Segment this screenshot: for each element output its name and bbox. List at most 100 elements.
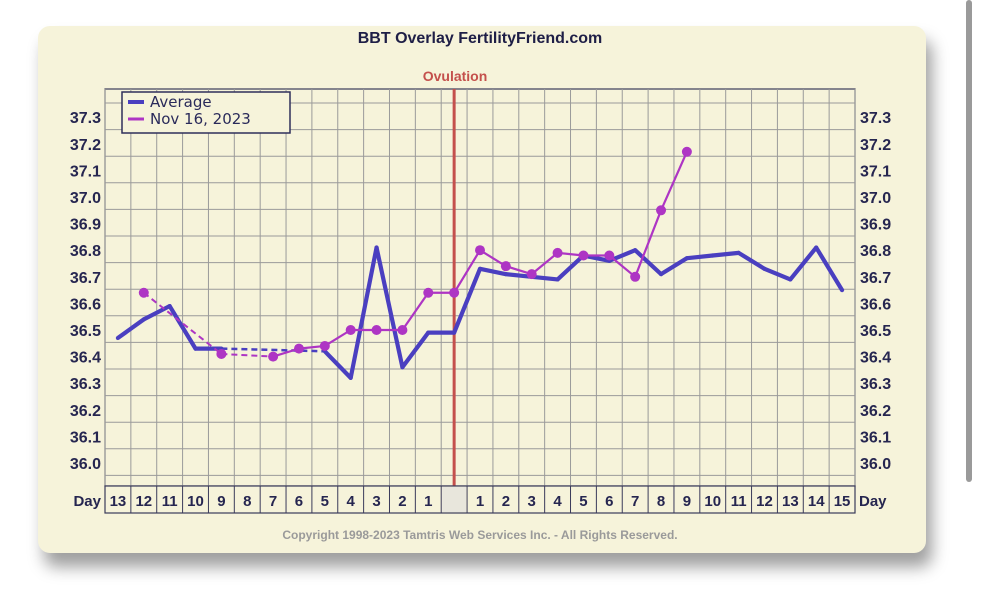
y-tick-label: 36.9 bbox=[70, 217, 101, 234]
series-gap-segment bbox=[143, 291, 222, 355]
x-tick-label: 7 bbox=[631, 493, 639, 510]
y-tick-label-right: 36.5 bbox=[860, 323, 891, 340]
x-tick-label: 3 bbox=[372, 493, 380, 510]
plot-area bbox=[104, 88, 856, 487]
x-tick-label: 12 bbox=[756, 493, 773, 510]
series-line-segment bbox=[374, 245, 405, 370]
x-tick-label: 10 bbox=[704, 493, 721, 510]
series-line-segment bbox=[452, 266, 483, 335]
series-line-segment bbox=[659, 150, 688, 212]
y-tick-label-right: 36.2 bbox=[860, 403, 891, 420]
x-tick-label: 2 bbox=[502, 493, 510, 510]
x-tick-label: 1 bbox=[424, 493, 432, 510]
series-line-segment bbox=[322, 349, 353, 380]
y-tick-label-right: 37.1 bbox=[860, 163, 891, 180]
legend-label: Nov 16, 2023 bbox=[150, 110, 251, 128]
data-point bbox=[449, 287, 460, 298]
series-line-segment bbox=[115, 317, 146, 341]
y-tick-label: 36.6 bbox=[70, 296, 101, 313]
y-tick-label: 36.8 bbox=[70, 243, 101, 260]
y-tick-label-right: 36.0 bbox=[860, 456, 891, 473]
data-point bbox=[319, 340, 330, 351]
series-line-segment bbox=[141, 303, 172, 322]
legend-label: Average bbox=[150, 93, 212, 111]
chart-title: BBT Overlay FertilityFriend.com bbox=[358, 30, 603, 47]
y-tick-label: 37.0 bbox=[70, 190, 101, 207]
x-axis: 13 12 11 10 9 8 7 6 5 4 3 2 1 1 2 3 4 5 6 7 8 9 10 11 12 13 14 15Da… bbox=[73, 485, 887, 514]
data-point bbox=[423, 287, 434, 298]
y-tick-label-right: 37.2 bbox=[860, 137, 891, 154]
y-tick-label: 36.0 bbox=[70, 456, 101, 473]
data-point bbox=[475, 245, 485, 256]
data-point bbox=[345, 325, 356, 335]
x-tick-label: 8 bbox=[243, 493, 251, 510]
data-point bbox=[578, 250, 589, 261]
series-line-segment bbox=[400, 330, 431, 370]
series-line-segment bbox=[684, 253, 715, 261]
x-tick-label: 6 bbox=[295, 493, 303, 510]
x-tick-label: 12 bbox=[135, 493, 152, 510]
x-tick-label: 5 bbox=[321, 493, 329, 510]
series-line-segment bbox=[608, 254, 637, 278]
series-line-segment bbox=[477, 266, 508, 277]
series-line-segment bbox=[478, 249, 507, 268]
x-tick-label: 13 bbox=[110, 493, 127, 510]
data-point bbox=[681, 146, 692, 157]
series-gap-segment bbox=[221, 347, 325, 353]
data-point bbox=[656, 205, 667, 216]
x-tick-label: 9 bbox=[683, 493, 691, 510]
series-line-segment bbox=[555, 253, 586, 282]
x-tick-label: 6 bbox=[605, 493, 613, 510]
y-tick-label-right: 36.3 bbox=[860, 376, 891, 393]
ovulation-label: Ovulation bbox=[423, 68, 488, 84]
y-tick-label: 37.1 bbox=[70, 163, 101, 180]
x-tick-label: 13 bbox=[782, 493, 799, 510]
data-point bbox=[293, 343, 304, 354]
series-line-segment bbox=[530, 251, 559, 276]
series-line-segment bbox=[788, 245, 819, 282]
series-line-segment bbox=[762, 266, 793, 282]
y-tick-label-right: 37.0 bbox=[860, 190, 891, 207]
grid-lines bbox=[104, 89, 856, 486]
y-tick-label-right: 36.8 bbox=[860, 243, 891, 260]
data-point bbox=[552, 247, 563, 258]
x-tick-label: 14 bbox=[808, 493, 825, 510]
series-line-segment bbox=[529, 274, 560, 282]
x-tick-label: 11 bbox=[731, 493, 747, 510]
x-tick-label: 1 bbox=[476, 493, 484, 510]
data-point bbox=[397, 325, 408, 335]
series-line-segment bbox=[633, 248, 664, 277]
data-point bbox=[604, 250, 615, 261]
y-tick-label: 36.2 bbox=[70, 403, 101, 420]
x-tick-label: 4 bbox=[347, 493, 356, 510]
series-line-segment bbox=[736, 250, 767, 271]
series-line-segment bbox=[401, 291, 430, 332]
y-axis-right: 37.3 37.2 37.1 37.0 36.9 36.8 36.7 36.6 36.5 36.4… bbox=[860, 110, 891, 473]
series-line-segment bbox=[814, 245, 845, 293]
y-tick-label: 36.3 bbox=[70, 376, 101, 393]
chart-card: BBT Overlay FertilityFriend.com Ovulatio… bbox=[38, 26, 926, 553]
x-tick-label: 4 bbox=[553, 493, 562, 510]
y-tick-label-right: 37.3 bbox=[860, 110, 891, 127]
day-label-right: Day bbox=[859, 493, 887, 510]
x-tick-label: 2 bbox=[398, 493, 406, 510]
y-tick-label-right: 36.1 bbox=[860, 429, 891, 446]
y-tick-label-right: 36.4 bbox=[860, 350, 891, 367]
data-point bbox=[526, 269, 537, 280]
data-point bbox=[630, 271, 641, 282]
data-point bbox=[138, 287, 149, 298]
day-label-left: Day bbox=[73, 493, 101, 510]
y-tick-label: 37.2 bbox=[70, 137, 101, 154]
legend-box bbox=[121, 91, 291, 134]
copyright: Copyright 1998-2023 Tamtris Web Services… bbox=[282, 528, 677, 542]
series-layer bbox=[115, 146, 845, 380]
y-tick-label: 37.3 bbox=[70, 110, 101, 127]
x-tick-label: 11 bbox=[162, 493, 178, 510]
y-axis-left: 37.3 37.2 37.1 37.0 36.9 36.8 36.7 36.6 36.5 36.4… bbox=[70, 110, 101, 473]
x-tick-label: 5 bbox=[579, 493, 587, 510]
scrollbar[interactable] bbox=[966, 0, 972, 482]
series-1 bbox=[138, 146, 692, 362]
y-tick-label-right: 36.9 bbox=[860, 217, 891, 234]
x-tick-label: 7 bbox=[269, 493, 277, 510]
